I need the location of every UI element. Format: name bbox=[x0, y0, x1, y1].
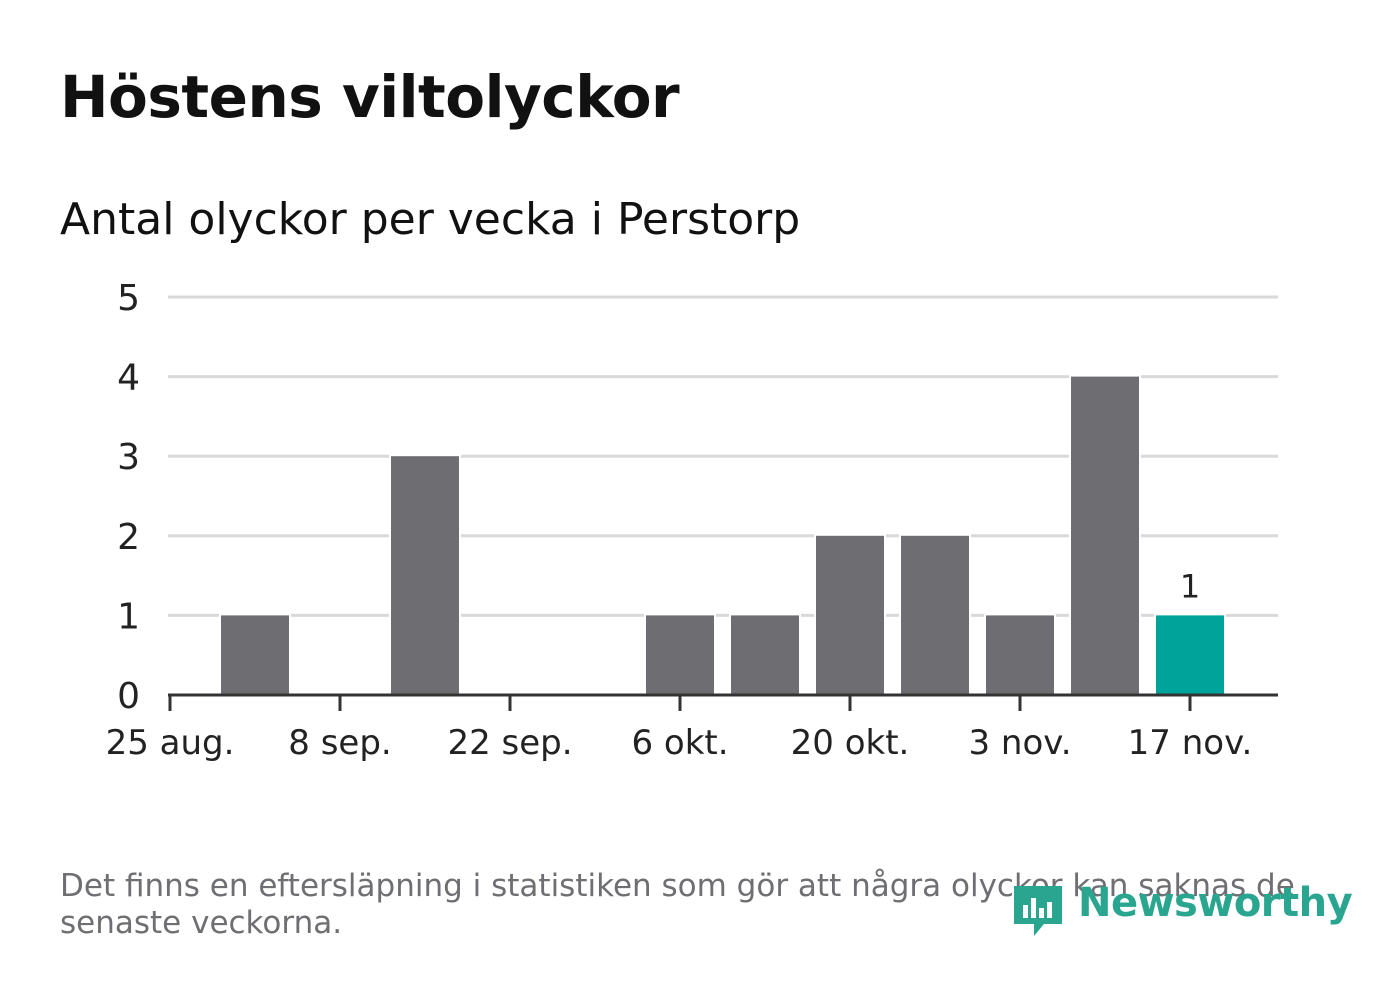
y-tick-label: 4 bbox=[117, 358, 140, 399]
y-tick-label: 1 bbox=[117, 596, 140, 637]
x-tick-label: 22 sep. bbox=[447, 723, 572, 763]
x-tick-label: 6 okt. bbox=[631, 723, 728, 763]
bar bbox=[901, 535, 969, 695]
x-tick-label: 17 nov. bbox=[1128, 723, 1253, 763]
bar bbox=[221, 615, 289, 695]
newsworthy-logo: Newsworthy bbox=[1010, 878, 1353, 942]
x-tick-label: 3 nov. bbox=[968, 723, 1071, 763]
bar bbox=[391, 456, 459, 695]
bar bbox=[986, 615, 1054, 695]
y-tick-label: 3 bbox=[117, 437, 140, 478]
newsworthy-logo-text: Newsworthy bbox=[1078, 880, 1353, 926]
bar bbox=[1071, 376, 1139, 695]
x-tick-label: 20 okt. bbox=[791, 723, 910, 763]
y-tick-label: 0 bbox=[117, 676, 140, 717]
x-tick-label: 25 aug. bbox=[106, 723, 235, 763]
bar bbox=[731, 615, 799, 695]
bar bbox=[646, 615, 714, 695]
chart-subtitle: Antal olyckor per vecka i Perstorp bbox=[60, 194, 801, 245]
newsworthy-logo-icon bbox=[1014, 886, 1062, 936]
data-label: 1 bbox=[1180, 567, 1200, 605]
x-tick-label: 8 sep. bbox=[288, 723, 391, 763]
highlight-bar bbox=[1156, 615, 1224, 695]
bar bbox=[816, 535, 884, 695]
footnote: Det finns en eftersläpning i statistiken… bbox=[60, 868, 1295, 941]
chart-title: Höstens viltolyckor bbox=[60, 63, 680, 131]
y-tick-label: 5 bbox=[117, 278, 140, 319]
y-tick-label: 2 bbox=[117, 517, 140, 558]
